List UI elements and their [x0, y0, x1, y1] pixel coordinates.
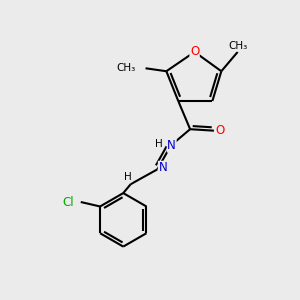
Text: CH₃: CH₃	[116, 63, 135, 73]
Text: CH₃: CH₃	[228, 41, 247, 51]
Text: O: O	[190, 45, 199, 58]
Text: Cl: Cl	[63, 196, 74, 208]
Text: O: O	[216, 124, 225, 137]
Text: N: N	[167, 139, 176, 152]
Text: N: N	[158, 161, 167, 174]
Text: H: H	[124, 172, 132, 182]
Text: H: H	[155, 139, 163, 149]
